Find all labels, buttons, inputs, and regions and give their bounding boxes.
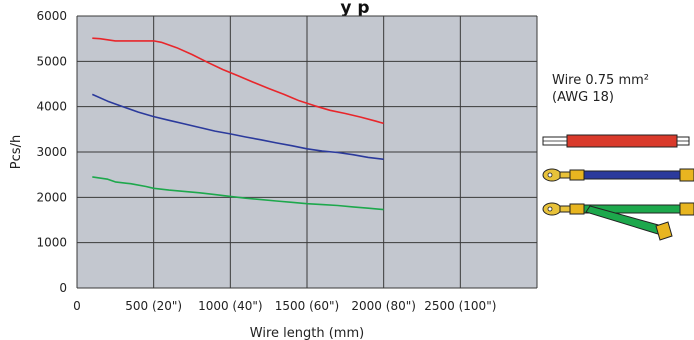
y-tick-label: 2000 xyxy=(36,190,67,204)
series-line-3 xyxy=(92,176,384,211)
x-tick-label: 1000 (40") xyxy=(198,299,263,313)
chart-title: y p xyxy=(340,0,369,18)
y-tick-label: 1000 xyxy=(36,236,67,250)
x-axis-label: Wire length (mm) xyxy=(250,326,364,340)
series-line-1 xyxy=(92,37,384,125)
y-tick-label: 3000 xyxy=(36,145,67,159)
wire-icon-plain xyxy=(542,134,690,148)
series-lines xyxy=(91,37,384,211)
x-tick-label: 500 (20") xyxy=(125,299,182,313)
y-tick-label: 0 xyxy=(59,281,67,295)
series-line-2 xyxy=(91,93,384,161)
y-tick-label: 5000 xyxy=(36,54,67,68)
x-tick-label: 2000 (80") xyxy=(351,299,416,313)
y-tick-label: 4000 xyxy=(36,100,67,114)
legend-line-2: (AWG 18) xyxy=(552,90,614,105)
x-tick-label: 1500 (60") xyxy=(275,299,340,313)
legend: Wire 0.75 mm² (AWG 18) xyxy=(552,72,649,106)
x-tick-label: 2500 (100") xyxy=(424,299,496,313)
legend-line-1: Wire 0.75 mm² xyxy=(552,73,649,88)
x-tick-label: 0 xyxy=(73,299,81,313)
y-tick-label: 6000 xyxy=(36,9,67,23)
y-axis-label: Pcs/h xyxy=(9,135,24,169)
axis-ticks: 0 500 (20") 1000 (40") 1500 (60") 2000 (80")… xyxy=(36,9,496,313)
wire-icon-ring-splice xyxy=(542,202,694,241)
wire-icon-ring-terminal xyxy=(542,168,694,182)
grid xyxy=(76,15,538,289)
